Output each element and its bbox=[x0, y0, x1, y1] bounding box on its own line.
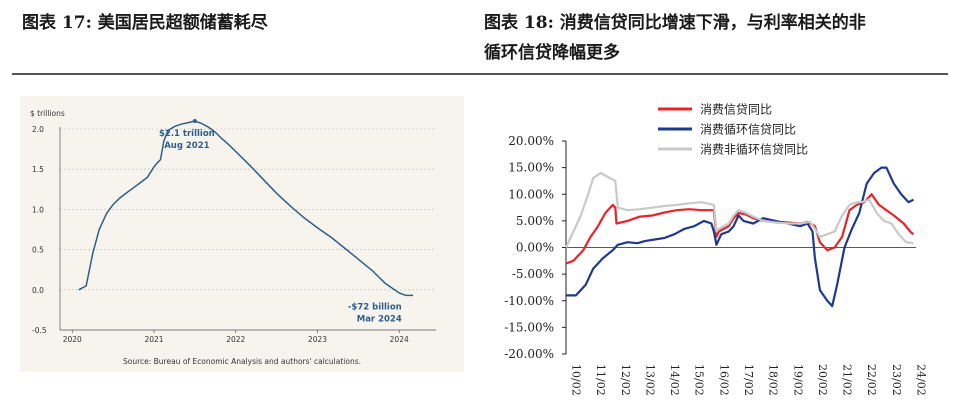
chart-background bbox=[20, 96, 464, 372]
x-tick-label: 11/02 bbox=[594, 364, 607, 396]
x-tick-label: 2020 bbox=[63, 335, 82, 344]
y-tick-label: 0.0 bbox=[32, 286, 44, 295]
x-tick-label: 2021 bbox=[144, 335, 163, 344]
y-tick-label: 2.0 bbox=[32, 125, 44, 134]
x-tick-label: 13/02 bbox=[643, 364, 656, 396]
x-tick-label: 2023 bbox=[308, 335, 327, 344]
x-tick-label: 24/02 bbox=[915, 364, 928, 396]
source-note: Source: Bureau of Economic Analysis and … bbox=[123, 357, 361, 366]
y-tick-label: 1.0 bbox=[32, 205, 44, 214]
series-line-2 bbox=[566, 166, 915, 308]
x-tick-label: 18/02 bbox=[767, 364, 780, 396]
x-tick-label: 14/02 bbox=[668, 364, 681, 396]
y-tick-label: -5.00% bbox=[512, 267, 554, 281]
y-tick-label: -15.00% bbox=[504, 320, 554, 334]
excess-savings-chart: $ trillions 2.0 1.5 1.0 0.5 0.0 -0.5 2020 2021 20… bbox=[20, 96, 464, 372]
end-annotation-line2: Mar 2024 bbox=[357, 314, 402, 324]
x-tick-label: 20/02 bbox=[816, 364, 829, 396]
y-tick-label: 0.00% bbox=[516, 241, 554, 255]
peak-annotation-line2: Aug 2021 bbox=[164, 141, 209, 151]
x-tick-label: 10/02 bbox=[570, 364, 583, 396]
x-tick-label: 15/02 bbox=[693, 364, 706, 396]
left-figure-title: 图表 17: 美国居民超额储蓄耗尽 bbox=[22, 13, 268, 33]
x-tick-label: 19/02 bbox=[791, 364, 804, 396]
x-tick-label: 23/02 bbox=[890, 364, 903, 396]
y-tick-label: 0.5 bbox=[32, 246, 44, 255]
y-tick-label: -0.5 bbox=[32, 326, 47, 335]
x-tick-label: 12/02 bbox=[619, 364, 632, 396]
y-tick-label: 10.00% bbox=[508, 187, 554, 201]
peak-marker bbox=[192, 118, 197, 123]
y-tick-label: 1.5 bbox=[32, 165, 44, 174]
right-figure-title: 图表 18: 消费信贷同比增速下滑，与利率相关的非 循环信贷降幅更多 bbox=[484, 8, 954, 68]
y-tick-label: 5.00% bbox=[516, 214, 554, 228]
x-tick-label: 17/02 bbox=[742, 364, 755, 396]
x-tick-label: 21/02 bbox=[841, 364, 854, 396]
right-figure-title-line2: 循环信贷降幅更多 bbox=[484, 43, 620, 63]
x-tick-label: 16/02 bbox=[717, 364, 730, 396]
y-tick-label: -10.00% bbox=[504, 294, 554, 308]
series-line-3 bbox=[565, 171, 914, 248]
legend-label: 消费循环信贷同比 bbox=[700, 123, 796, 137]
header-divider bbox=[12, 73, 948, 75]
x-tick-label: 2024 bbox=[390, 335, 409, 344]
y-tick-label: 15.00% bbox=[508, 161, 554, 175]
x-tick-label: 22/02 bbox=[865, 364, 878, 396]
legend-label: 消费信贷同比 bbox=[700, 103, 772, 117]
y-tick-label: 20.00% bbox=[508, 134, 554, 148]
end-annotation-line1: -$72 billion bbox=[348, 302, 402, 312]
y-axis-label: $ trillions bbox=[30, 109, 65, 118]
legend-label: 消费非循环信贷同比 bbox=[700, 143, 808, 157]
x-tick-label: 2022 bbox=[226, 335, 245, 344]
series-excess-savings bbox=[78, 120, 414, 297]
y-tick-label: -20.00% bbox=[504, 347, 554, 361]
peak-annotation-line1: $2.1 trillion bbox=[159, 129, 215, 139]
right-figure-title-line1: 图表 18: 消费信贷同比增速下滑，与利率相关的非 bbox=[484, 13, 866, 33]
